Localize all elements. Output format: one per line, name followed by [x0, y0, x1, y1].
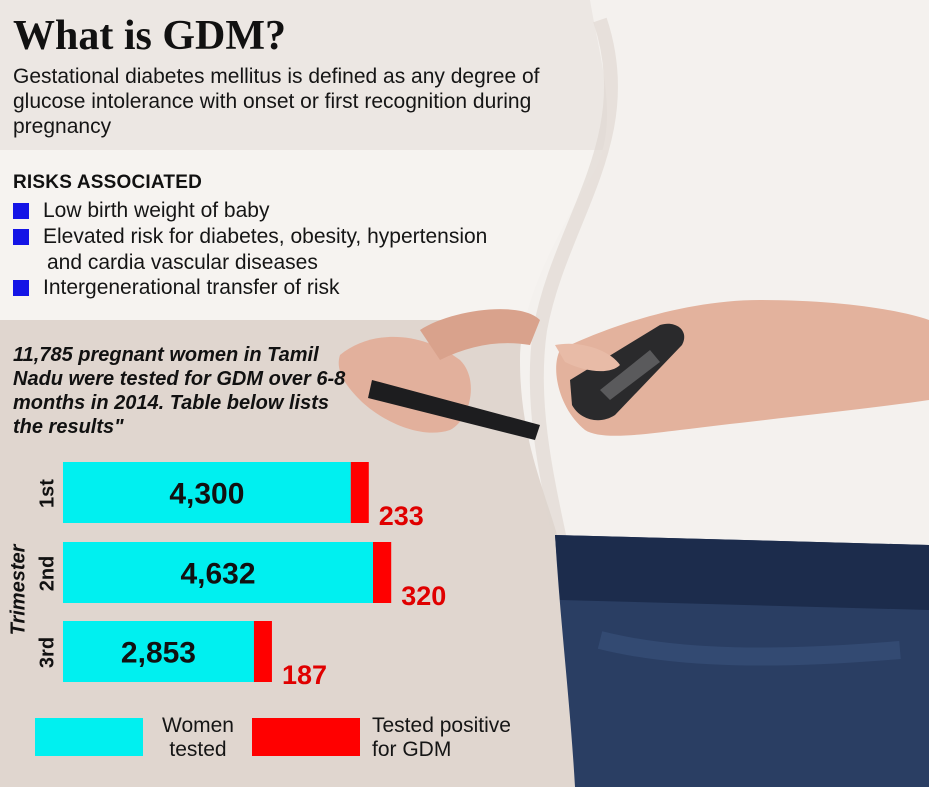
risk-text: Elevated risk for diabetes, obesity, hyp…: [43, 225, 488, 248]
legend-label-line: Tested positive: [372, 714, 511, 737]
data-label-gdm-positive-3rd: 187: [282, 660, 327, 690]
study-note: 11,785 pregnant women in Tamil Nadu were…: [13, 344, 346, 438]
data-label-gdm-positive-1st: 233: [379, 501, 424, 531]
legend-label-line: Women: [162, 714, 234, 737]
legend-label-line: for GDM: [372, 738, 452, 761]
data-label-gdm-positive-2nd: 320: [401, 581, 446, 611]
data-label-women-tested-3rd: 2,853: [121, 637, 196, 670]
risk-text: Intergenerational transfer of risk: [43, 276, 340, 299]
bar-women-tested-1st: [63, 462, 351, 523]
square-bullet-icon: [13, 229, 29, 245]
risks-heading: RISKS ASSOCIATED: [13, 172, 202, 193]
data-label-women-tested-2nd: 4,632: [180, 558, 255, 591]
bar-women-tested-3rd: [63, 621, 254, 682]
data-label-women-tested-1st: 4,300: [169, 478, 244, 511]
risk-text-continued: and cardia vascular diseases: [47, 251, 318, 274]
page-title: What is GDM?: [13, 13, 286, 59]
square-bullet-icon: [13, 280, 29, 296]
legend-label-women-tested: Women tested: [148, 714, 248, 762]
legend-swatch-women-tested: [35, 718, 143, 756]
bar-women-tested-2nd: [63, 542, 373, 603]
legend-label-line: tested: [169, 738, 227, 761]
square-bullet-icon: [13, 203, 29, 219]
definition-text: Gestational diabetes mellitus is defined…: [13, 65, 540, 138]
bar-gdm-positive-1st: [350, 462, 369, 523]
bar-gdm-positive-3rd: [253, 621, 272, 682]
legend-label-gdm-positive: Tested positive for GDM: [372, 714, 532, 762]
legend-swatch-gdm-positive: [252, 718, 360, 756]
risk-text: Low birth weight of baby: [43, 199, 270, 222]
bar-gdm-positive-2nd: [373, 542, 392, 603]
